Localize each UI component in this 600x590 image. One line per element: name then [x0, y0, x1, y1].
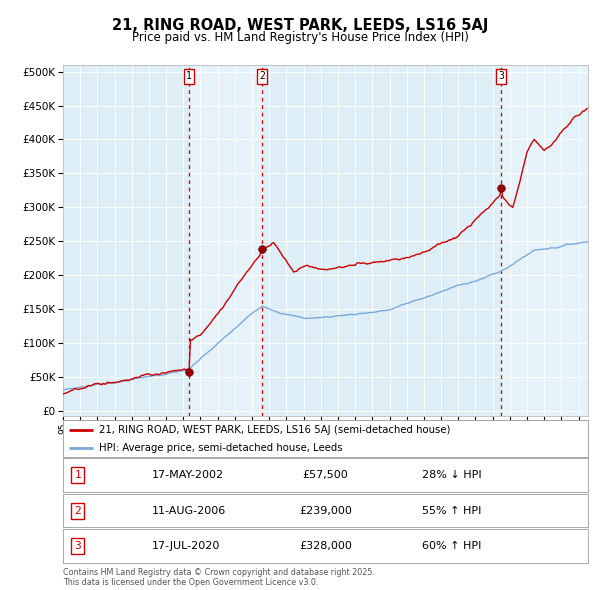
Bar — [189, 65, 262, 416]
Text: £239,000: £239,000 — [299, 506, 352, 516]
Text: £328,000: £328,000 — [299, 541, 352, 551]
Text: 28% ↓ HPI: 28% ↓ HPI — [422, 470, 481, 480]
Text: 21, RING ROAD, WEST PARK, LEEDS, LS16 5AJ (semi-detached house): 21, RING ROAD, WEST PARK, LEEDS, LS16 5A… — [98, 425, 450, 435]
Text: 60% ↑ HPI: 60% ↑ HPI — [422, 541, 481, 551]
Text: Contains HM Land Registry data © Crown copyright and database right 2025.
This d: Contains HM Land Registry data © Crown c… — [63, 568, 375, 587]
Text: £57,500: £57,500 — [302, 470, 349, 480]
Text: 3: 3 — [498, 71, 504, 81]
Text: 2: 2 — [259, 71, 265, 81]
Text: 55% ↑ HPI: 55% ↑ HPI — [422, 506, 481, 516]
Bar — [501, 65, 589, 416]
Text: 1: 1 — [74, 470, 81, 480]
Text: 1: 1 — [186, 71, 192, 81]
Text: HPI: Average price, semi-detached house, Leeds: HPI: Average price, semi-detached house,… — [98, 442, 343, 453]
Text: 11-AUG-2006: 11-AUG-2006 — [152, 506, 227, 516]
Text: 3: 3 — [74, 541, 81, 551]
Text: 17-MAY-2002: 17-MAY-2002 — [152, 470, 224, 480]
Text: Price paid vs. HM Land Registry's House Price Index (HPI): Price paid vs. HM Land Registry's House … — [131, 31, 469, 44]
Text: 17-JUL-2020: 17-JUL-2020 — [152, 541, 221, 551]
Text: 2: 2 — [74, 506, 81, 516]
Text: 21, RING ROAD, WEST PARK, LEEDS, LS16 5AJ: 21, RING ROAD, WEST PARK, LEEDS, LS16 5A… — [112, 18, 488, 32]
